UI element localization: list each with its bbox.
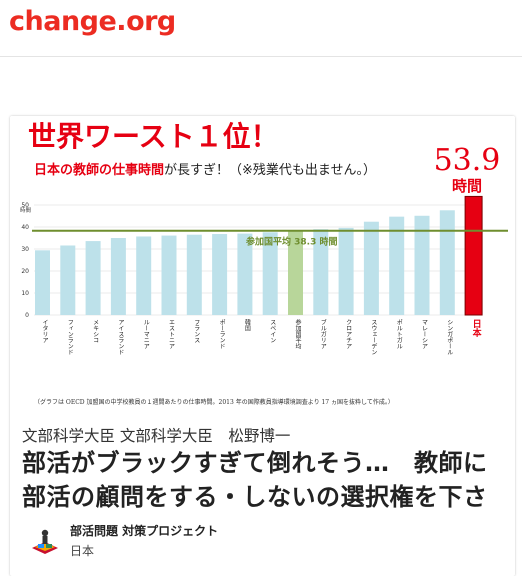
average-label: 参加国平均 38.3 時間 <box>246 236 337 248</box>
starter-name: 部活問題 対策プロジェクト <box>70 524 219 538</box>
bar <box>85 241 101 315</box>
x-category-label: エストニア <box>168 319 175 349</box>
starter-location: 日本 <box>70 544 95 558</box>
image-subheadline: 日本の教師の仕事時間が長すぎ！（※残業代も出ません。） <box>34 162 376 178</box>
x-category-label: スウェーデン <box>370 319 377 355</box>
bar <box>110 238 126 315</box>
bar-japan <box>464 195 483 316</box>
work-hours-chart: 世界ワースト１位！ 日本の教師の仕事時間が長すぎ！（※残業代も出ません。） 53… <box>20 120 508 406</box>
x-category-label: ポーランド <box>218 319 225 349</box>
y-tick-label: 50 <box>21 202 29 209</box>
bar <box>186 234 202 315</box>
subheadline-red: 日本の教師の仕事時間 <box>34 162 164 178</box>
x-category-label: クロアチア <box>345 319 352 349</box>
bar <box>237 233 253 315</box>
bar <box>439 210 455 315</box>
y-tick-label: 30 <box>21 246 29 253</box>
chart-caption: （グラフは OECD 加盟国の中学校教員の１週間あたりの仕事時間。2013 年の… <box>34 398 394 406</box>
x-category-label: フランス <box>193 319 200 343</box>
x-category-label: マレーシア <box>421 319 428 349</box>
bar <box>414 215 430 315</box>
image-headline: 世界ワースト１位！ <box>28 120 279 153</box>
x-category-label: 参加国平均 <box>294 318 301 350</box>
bar <box>136 236 152 315</box>
petition-card[interactable]: 世界ワースト１位！ 日本の教師の仕事時間が長すぎ！（※残業代も出ません。） 53… <box>10 116 515 576</box>
decision-makers: 文部科学大臣 文部科学大臣 松野博一 <box>22 427 291 445</box>
bar <box>389 216 405 315</box>
x-category-label: イタリア <box>41 319 48 343</box>
bar <box>338 227 354 315</box>
x-category-label: ブルガリア <box>319 318 326 349</box>
x-category-label: 韓国 <box>243 318 250 332</box>
starter-avatar-icon <box>32 529 58 554</box>
bar <box>60 245 76 315</box>
bar <box>35 250 50 315</box>
site-header: change.org <box>0 0 522 57</box>
x-category-label: アイスランド <box>117 319 124 355</box>
x-category-label: メキシコ <box>92 319 99 343</box>
x-category-label: ルーマニア <box>142 319 149 349</box>
petition-image[interactable]: 世界ワースト１位！ 日本の教師の仕事時間が長すぎ！（※残業代も出ません。） 53… <box>10 116 515 411</box>
petition-starter: 部活問題 対策プロジェクト 日本 <box>22 520 512 565</box>
change-org-logo[interactable]: change.org <box>9 6 176 37</box>
bar <box>212 234 228 315</box>
y-tick-label: 40 <box>21 224 29 231</box>
y-tick-label: 0 <box>25 312 29 319</box>
bar <box>161 235 177 315</box>
y-axis-label: 時間 <box>20 206 32 214</box>
japan-unit-label: 時間 <box>452 177 482 195</box>
bar <box>288 230 303 315</box>
x-category-label: スペイン <box>269 319 276 343</box>
y-tick-label: 10 <box>21 290 29 297</box>
y-tick-label: 20 <box>21 268 29 275</box>
x-category-label: フィンランド <box>66 319 73 355</box>
x-category-label: ポルトガル <box>395 319 402 349</box>
japan-value-label: 53.9 <box>434 143 501 178</box>
bar <box>262 232 278 315</box>
x-category-label: シンガポール <box>446 319 453 355</box>
bar <box>313 229 329 315</box>
x-category-label: 日本 <box>471 319 482 338</box>
subheadline-rest: が長すぎ！（※残業代も出ません。） <box>164 162 376 178</box>
bar <box>363 221 379 315</box>
